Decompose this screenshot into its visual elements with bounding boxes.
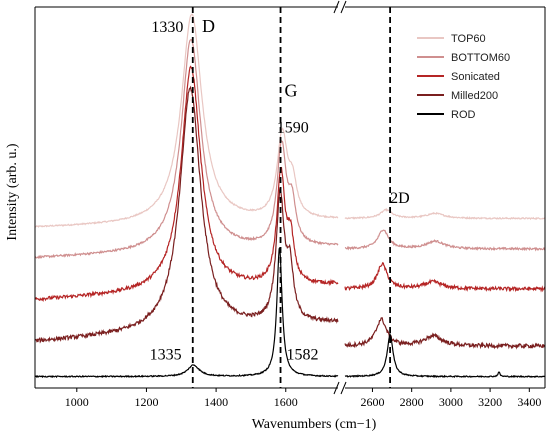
axis-break-mark bbox=[340, 381, 347, 395]
reference-lines bbox=[191, 7, 391, 388]
x-tick-label: 1400 bbox=[204, 395, 228, 409]
annotations: 1330 D G 1590 2D 1335 1582 bbox=[150, 16, 410, 364]
axis-break-mark bbox=[333, 381, 340, 395]
series-line-sonicated-seg2 bbox=[344, 261, 546, 293]
annotation-label: 1335 bbox=[150, 346, 182, 363]
axis-break-mark bbox=[340, 0, 347, 14]
legend-label-top60: TOP60 bbox=[451, 33, 486, 45]
annotation-label: 1330 bbox=[151, 19, 183, 36]
legend: TOP60 BOTTOM60 Sonicated Milled200 ROD bbox=[417, 33, 510, 121]
x-tick-label: 1600 bbox=[274, 395, 298, 409]
x-tick-label: 1200 bbox=[134, 395, 158, 409]
annotation-label: G bbox=[284, 81, 297, 101]
series-line-top60-seg2 bbox=[344, 207, 546, 221]
annotation-label: 2D bbox=[390, 190, 410, 207]
y-axis-label: Intensity (arb. u.) bbox=[5, 143, 20, 241]
series-line-milled200-seg1 bbox=[34, 85, 339, 344]
x-tick-label: 3200 bbox=[478, 395, 502, 409]
legend-label-milled200: Milled200 bbox=[451, 90, 498, 102]
series-line-rod-seg2 bbox=[344, 332, 546, 379]
series-line-rod-seg1 bbox=[34, 247, 339, 379]
x-tick-label: 2800 bbox=[400, 395, 424, 409]
series-line-top60-seg1 bbox=[34, 13, 339, 228]
x-tick-label: 3000 bbox=[439, 395, 463, 409]
legend-label-rod: ROD bbox=[451, 109, 476, 121]
annotation-label: 1590 bbox=[277, 120, 309, 137]
x-tick-label: 2600 bbox=[360, 395, 384, 409]
annotation-label: 1582 bbox=[286, 346, 318, 363]
annotation-label: D bbox=[202, 16, 215, 36]
series-line-sonicated-seg1 bbox=[34, 65, 339, 303]
axis-break-mark bbox=[333, 0, 340, 14]
series-line-bottom60-seg1 bbox=[34, 38, 339, 260]
plot-frame bbox=[34, 0, 546, 395]
legend-label-bottom60: BOTTOM60 bbox=[451, 52, 510, 64]
series-line-bottom60-seg2 bbox=[344, 229, 546, 252]
x-axis-label: Wavenumbers (cm−1) bbox=[252, 417, 377, 432]
legend-label-sonicated: Sonicated bbox=[451, 71, 500, 83]
axis-ticks: 1000 1200 1400 1600 2600 2800 3000 3200 3400 bbox=[65, 388, 541, 409]
x-tick-label: 1000 bbox=[65, 395, 89, 409]
series-layer bbox=[34, 13, 546, 379]
series-line-milled200-seg2 bbox=[344, 317, 546, 350]
x-tick-label: 3400 bbox=[517, 395, 541, 409]
